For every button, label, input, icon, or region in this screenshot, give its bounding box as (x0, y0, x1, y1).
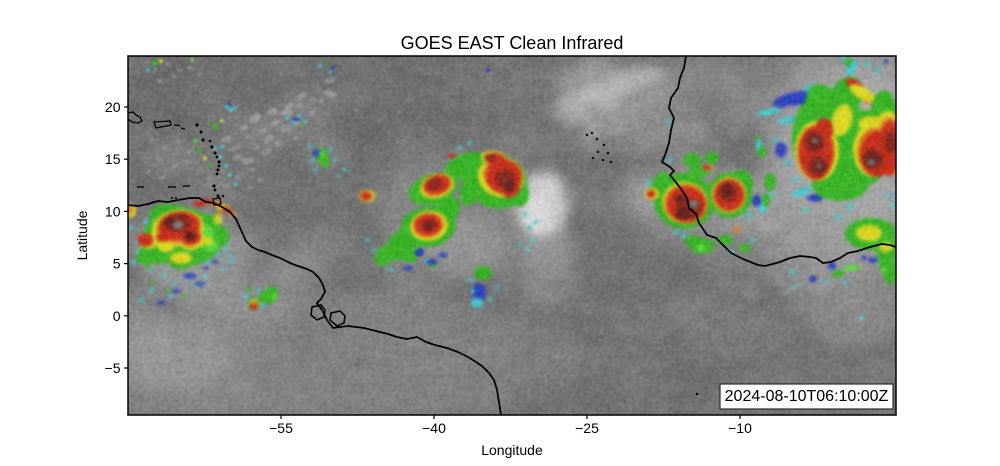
svg-text:2024-08-10T06:10:00Z: 2024-08-10T06:10:00Z (725, 388, 889, 405)
svg-text:Longitude: Longitude (481, 442, 543, 458)
svg-text:−5: −5 (105, 360, 121, 376)
svg-text:GOES EAST Clean Infrared: GOES EAST Clean Infrared (401, 33, 624, 53)
svg-text:Latitude: Latitude (74, 210, 90, 260)
svg-text:15: 15 (105, 151, 121, 167)
svg-text:10: 10 (105, 203, 121, 219)
svg-text:−55: −55 (269, 420, 293, 436)
svg-text:20: 20 (105, 99, 121, 115)
svg-text:−10: −10 (728, 420, 752, 436)
svg-text:−25: −25 (575, 420, 599, 436)
svg-text:−40: −40 (422, 420, 446, 436)
svg-text:0: 0 (113, 308, 121, 324)
svg-text:5: 5 (113, 256, 121, 272)
